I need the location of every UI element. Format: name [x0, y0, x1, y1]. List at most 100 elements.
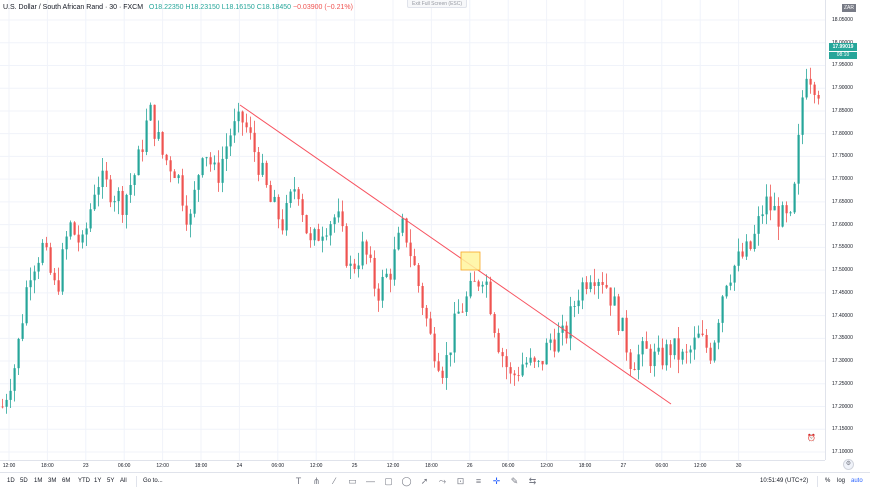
candle-body: [769, 196, 772, 211]
candle-body: [425, 307, 428, 319]
candle-body: [205, 157, 208, 159]
callout-icon[interactable]: ▢: [384, 476, 393, 486]
price-tick-label: 17.95000: [832, 62, 853, 69]
candle-body: [493, 314, 496, 333]
candle-body: [489, 281, 492, 315]
candle-body: [533, 357, 536, 362]
candle-body: [73, 222, 76, 235]
candle-body: [253, 132, 256, 153]
candle-body: [125, 194, 128, 215]
time-axis[interactable]: 12:00 18:00 23 06:00 12:00 18:00 24 06:00 12:00 2…: [0, 460, 825, 470]
candle-body: [497, 332, 500, 353]
candle-body: [357, 265, 360, 270]
path-icon[interactable]: ⤳: [438, 476, 447, 486]
time-tick-label: 24: [236, 463, 243, 469]
highlight-box[interactable]: [460, 251, 481, 271]
range-icon[interactable]: ⇆: [528, 476, 537, 486]
timeframe-button-ytd[interactable]: YTD: [78, 478, 90, 484]
candle-body: [509, 367, 512, 374]
candle-body: [673, 338, 676, 356]
candle-body: [737, 251, 740, 266]
candle-body: [65, 236, 68, 250]
candle-body: [181, 175, 184, 206]
candle-body: [473, 280, 476, 282]
price-tick-label: 18.05000: [832, 17, 853, 23]
measure-icon[interactable]: ⊡: [456, 476, 465, 486]
candle-body: [653, 351, 656, 367]
candle-body: [457, 311, 460, 314]
fib-icon[interactable]: ≡: [475, 476, 482, 486]
time-tick-label: 12:00: [156, 463, 169, 469]
price-tick-label: 17.70000: [832, 176, 853, 183]
candle-body: [469, 280, 472, 297]
price-axis[interactable]: ZAR 18.05000 18.00000 17.95000 17.90000 17.8…: [825, 0, 870, 460]
candle-body: [329, 224, 332, 236]
trendline-icon[interactable]: ⁄: [333, 476, 336, 486]
candle-body: [69, 222, 72, 237]
candle-body: [589, 282, 592, 290]
timeframe-button-5y[interactable]: 5Y: [107, 478, 115, 484]
price-tick-label: 17.75000: [832, 153, 853, 160]
candle-body: [249, 127, 252, 133]
candle-body: [597, 282, 600, 286]
candle-body: [793, 183, 796, 213]
ellipse-icon[interactable]: ◯: [401, 476, 412, 486]
candle-body: [621, 317, 624, 331]
candle-body: [637, 354, 640, 370]
timeframe-button-1d[interactable]: 1D: [7, 478, 15, 484]
candle-body: [97, 187, 100, 195]
time-tick-label: 25: [351, 463, 358, 469]
price-tick-label: 18.00000: [832, 40, 853, 46]
price-tick-label: 17.65000: [832, 198, 853, 205]
candle-body: [293, 189, 296, 192]
candle-body: [477, 281, 480, 287]
price-tick-label: 17.10000: [832, 449, 853, 455]
symbol-header: U.S. Dollar / South African Rand · 30 · …: [3, 4, 353, 11]
candle-body: [633, 368, 636, 370]
candle-body: [389, 273, 392, 280]
crosshair-icon[interactable]: ✛: [492, 476, 501, 486]
rectangle-icon[interactable]: ▭: [348, 476, 357, 486]
timeframe-button-3m[interactable]: 3M: [48, 478, 57, 484]
candle-body: [777, 205, 780, 227]
candle-body: [341, 211, 344, 227]
price-tick-label: 17.40000: [832, 312, 853, 319]
auto-scale-toggle[interactable]: auto: [851, 478, 863, 484]
candle-body: [645, 341, 648, 349]
arrow-icon[interactable]: ➚: [420, 476, 429, 486]
timeframe-button-1y[interactable]: 1Y: [94, 478, 102, 484]
timezone-clock[interactable]: 10:51:49 (UTC+2): [760, 478, 809, 484]
percent-toggle[interactable]: %: [825, 478, 831, 484]
symbol-title: U.S. Dollar / South African Rand · 30 · …: [3, 4, 144, 11]
candle-body: [789, 212, 792, 214]
candle-body: [521, 364, 524, 376]
horizontal-line-icon[interactable]: —: [366, 476, 375, 486]
candle-body: [689, 349, 692, 353]
gear-icon[interactable]: ⚙: [843, 459, 854, 470]
brush-icon[interactable]: ✎: [510, 476, 519, 486]
candle-body: [617, 296, 620, 331]
timeframe-button-6m[interactable]: 6M: [62, 478, 71, 484]
log-toggle[interactable]: log: [837, 478, 846, 484]
candle-body: [193, 189, 196, 214]
candle-body: [333, 217, 336, 225]
timeframe-button-all[interactable]: All: [120, 478, 127, 484]
exit-fullscreen-button[interactable]: Exit Full Screen (ESC): [407, 0, 468, 8]
time-tick-label: 06:00: [501, 463, 515, 469]
trend-line[interactable]: [239, 104, 672, 405]
timeframe-button-1m[interactable]: 1M: [34, 478, 43, 484]
goto-button[interactable]: Go to...: [143, 478, 163, 484]
alert-icon[interactable]: ⏰: [807, 435, 816, 442]
candle-body: [241, 111, 244, 123]
time-tick-label: 23: [83, 463, 89, 469]
candle-body: [41, 242, 44, 263]
timeframe-button-5d[interactable]: 5D: [20, 478, 28, 484]
pitchfork-icon[interactable]: ⋔: [312, 476, 321, 486]
candle-body: [233, 121, 236, 136]
text-icon[interactable]: T: [295, 476, 302, 486]
candle-body: [117, 190, 120, 202]
candle-body: [529, 357, 532, 363]
open-value: O18.22350: [148, 4, 184, 11]
candle-body: [273, 196, 276, 202]
